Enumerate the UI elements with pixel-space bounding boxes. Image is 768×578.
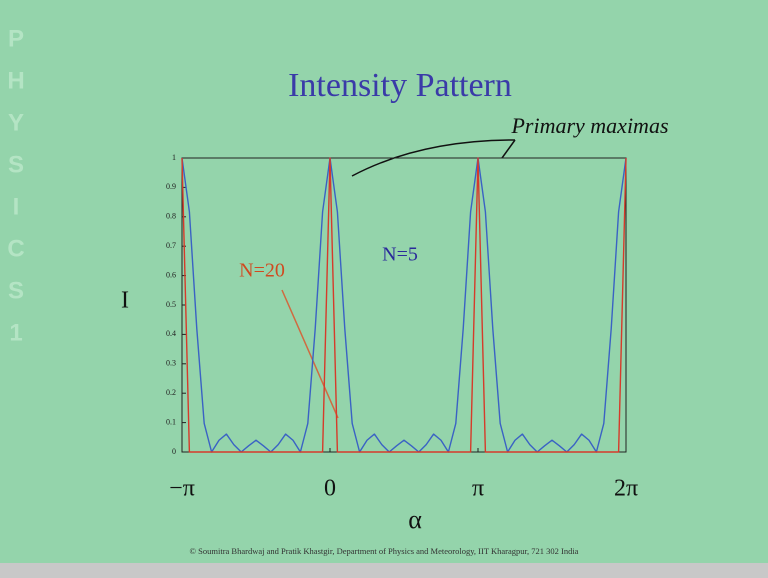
x-tick-label: 0 bbox=[324, 476, 336, 502]
side-letter: S bbox=[8, 151, 24, 178]
footer: © Soumitra Bhardwaj and Pratik Khastgir,… bbox=[190, 546, 579, 556]
y-axis-label: I bbox=[121, 288, 129, 314]
series-label: N=20 bbox=[239, 260, 285, 282]
side-letter: H bbox=[7, 67, 24, 94]
y-tick-label: 0.6 bbox=[166, 270, 176, 279]
x-tick-label: −π bbox=[169, 476, 195, 502]
y-tick-label: 0.4 bbox=[166, 329, 176, 338]
x-axis-label: α bbox=[408, 505, 422, 534]
series-label: N=5 bbox=[382, 244, 418, 266]
chart-title: Intensity Pattern bbox=[288, 67, 512, 104]
y-tick-label: 0.2 bbox=[166, 388, 176, 397]
y-tick-label: 1 bbox=[172, 153, 176, 162]
y-tick-label: 0.8 bbox=[166, 212, 176, 221]
y-tick-label: 0.1 bbox=[166, 417, 176, 426]
x-tick-label: π bbox=[472, 476, 484, 502]
side-letter: C bbox=[7, 235, 24, 262]
y-tick-label: 0.7 bbox=[166, 241, 176, 250]
y-tick-label: 0.3 bbox=[166, 359, 176, 368]
slide: Intensity Pattern Primary maximas N=20 N… bbox=[0, 0, 768, 578]
side-letter: S bbox=[8, 277, 24, 304]
x-tick-label: 2π bbox=[614, 476, 638, 502]
y-tick-label: 0 bbox=[172, 447, 176, 456]
y-tick-label: 0.5 bbox=[166, 300, 176, 309]
taskbar bbox=[0, 563, 768, 578]
side-letter: Y bbox=[8, 109, 24, 136]
y-tick-label: 0.9 bbox=[166, 182, 176, 191]
annotation: Primary maximas bbox=[510, 113, 668, 138]
side-letter: 1 bbox=[9, 319, 22, 346]
side-letter: I bbox=[13, 193, 20, 220]
side-letter: P bbox=[8, 25, 24, 52]
